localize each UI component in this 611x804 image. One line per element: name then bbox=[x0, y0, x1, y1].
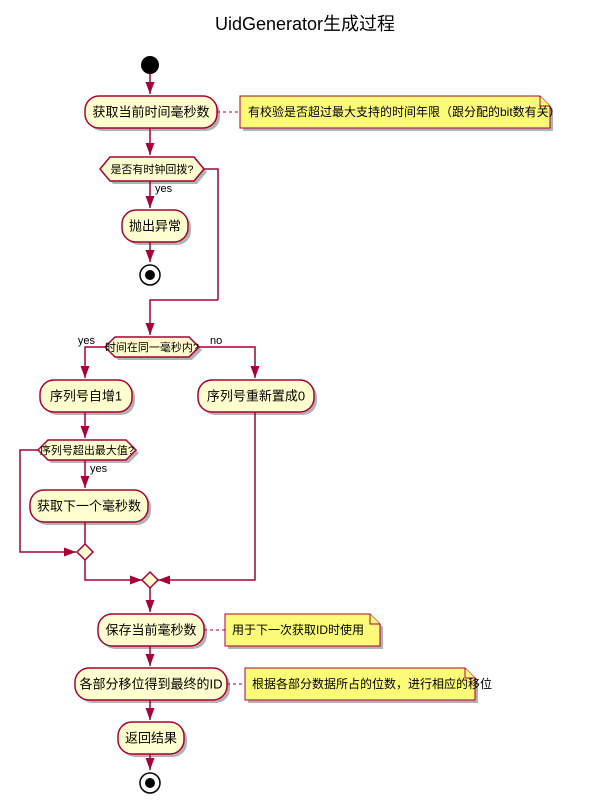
decision-seq-overflow: 序列号超出最大值? bbox=[38, 440, 139, 463]
node-throw-exception-label: 抛出异常 bbox=[129, 218, 181, 233]
node-seq-reset-label: 序列号重新置成0 bbox=[207, 388, 305, 403]
note-validation: 有校验是否超过最大支持的时间年限（跟分配的bit数有关） bbox=[240, 96, 561, 131]
flowchart: UidGenerator生成过程 获取当前时间毫秒数 有校验是否超过最大支持的时… bbox=[0, 0, 611, 804]
label-yes-3: yes bbox=[90, 463, 108, 475]
decision-same-ms: 时间在同一毫秒内? bbox=[105, 337, 202, 360]
label-yes-2: yes bbox=[78, 335, 96, 347]
note-validation-text: 有校验是否超过最大支持的时间年限（跟分配的bit数有关） bbox=[248, 104, 561, 119]
page-title: UidGenerator生成过程 bbox=[215, 14, 395, 34]
label-no-1: no bbox=[210, 335, 222, 347]
node-next-ms-label: 获取下一个毫秒数 bbox=[37, 498, 141, 513]
label-yes-1: yes bbox=[155, 183, 173, 195]
merge-diamond-1 bbox=[77, 544, 93, 560]
decision-clock-rollback: 是否有时钟回拨? bbox=[100, 157, 207, 184]
note-save-ms: 用于下一次获取ID时使用 bbox=[225, 614, 383, 649]
node-return-label: 返回结果 bbox=[125, 730, 177, 745]
note-shift: 根据各部分数据所占的位数，进行相应的移位 bbox=[245, 668, 492, 703]
merge-diamond-2 bbox=[142, 572, 158, 588]
node-seq-incr-label: 序列号自增1 bbox=[50, 388, 122, 403]
end-node-1 bbox=[140, 265, 160, 285]
end-node-2 bbox=[140, 773, 160, 793]
node-get-time-label: 获取当前时间毫秒数 bbox=[92, 104, 209, 119]
node-save-ms-label: 保存当前毫秒数 bbox=[105, 622, 196, 637]
start-node bbox=[141, 56, 159, 74]
decision-seq-overflow-label: 序列号超出最大值? bbox=[40, 443, 134, 457]
node-shift-id-label: 各部分移位得到最终的ID bbox=[79, 676, 222, 691]
note-shift-text: 根据各部分数据所占的位数，进行相应的移位 bbox=[252, 676, 492, 691]
decision-same-ms-label: 时间在同一毫秒内? bbox=[105, 340, 199, 354]
decision-clock-rollback-label: 是否有时钟回拨? bbox=[110, 162, 193, 176]
note-save-ms-text: 用于下一次获取ID时使用 bbox=[232, 622, 364, 637]
